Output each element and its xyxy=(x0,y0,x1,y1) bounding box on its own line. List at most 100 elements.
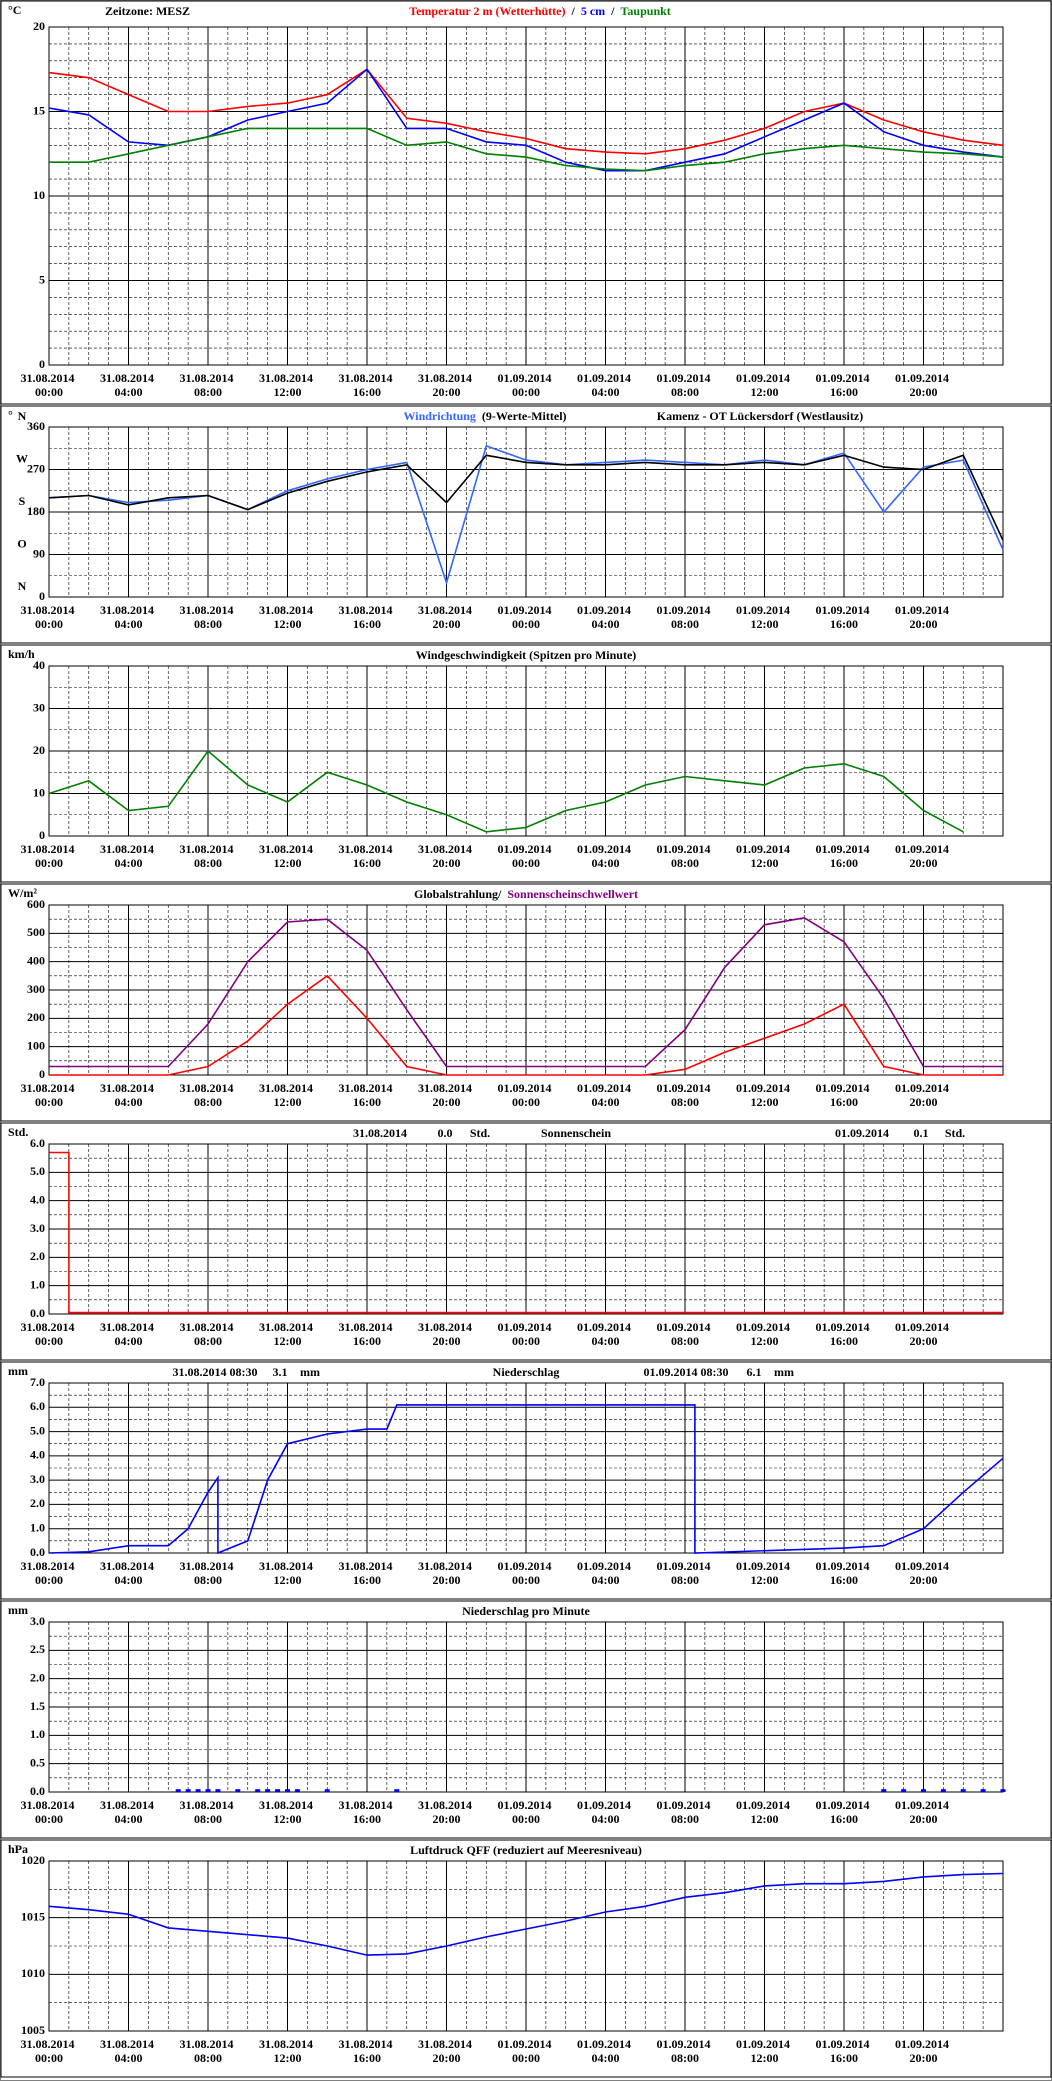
x-tick-label: 01.09.2014 12:00 xyxy=(736,1320,793,1348)
x-tick-label: 31.08.2014 00:00 xyxy=(21,842,78,870)
bar xyxy=(960,1789,966,1792)
x-tick-label: 01.09.2014 16:00 xyxy=(816,603,873,631)
series-line xyxy=(49,1151,1003,1314)
x-tick-label-line: 01.09.2014 xyxy=(816,371,873,385)
x-tick-label-line: 01.09.2014 xyxy=(816,1081,873,1095)
header-part: Taupunkt xyxy=(621,4,671,18)
x-tick-label: 31.08.2014 04:00 xyxy=(100,1320,157,1348)
compass-label: W xyxy=(16,451,28,465)
bar xyxy=(215,1789,221,1792)
y-tick-label: 5.0 xyxy=(30,1423,45,1437)
x-tick-label-line: 31.08.2014 xyxy=(21,371,78,385)
x-tick-label-line: 01.09.2014 xyxy=(498,842,555,856)
x-tick-label-line: 04:00 xyxy=(115,2051,143,2065)
panel xyxy=(0,1839,1052,2078)
x-tick-label-line: 20:00 xyxy=(910,1812,938,1826)
x-tick-label-line: 31.08.2014 xyxy=(339,2037,396,2051)
y-tick-label: 180 xyxy=(27,504,45,518)
x-tick-label-line: 01.09.2014 xyxy=(498,2037,555,2051)
x-tick-label: 31.08.2014 08:00 xyxy=(180,842,237,870)
x-tick-label: 01.09.2014 08:00 xyxy=(657,371,714,399)
chart-header: Windrichtung (9-Werte-Mittel) xyxy=(403,409,566,423)
y-tick-label: 2.0 xyxy=(30,1496,45,1510)
daily-date: 01.09.2014 xyxy=(835,1126,889,1140)
x-tick-label-line: 12:00 xyxy=(274,1573,302,1587)
x-tick-label-line: 00:00 xyxy=(35,1573,63,1587)
x-tick-label-line: 01.09.2014 xyxy=(895,842,952,856)
x-tick-label-line: 20:00 xyxy=(910,385,938,399)
x-tick-label: 31.08.2014 04:00 xyxy=(100,603,157,631)
x-tick-label: 01.09.2014 00:00 xyxy=(498,842,555,870)
x-tick-label-line: 31.08.2014 xyxy=(259,2037,316,2051)
x-tick-label-line: 16:00 xyxy=(353,385,381,399)
x-tick-label: 31.08.2014 00:00 xyxy=(21,1081,78,1109)
y-tick-label: 90 xyxy=(33,546,45,560)
x-tick-label-line: 08:00 xyxy=(194,1334,222,1348)
y-tick-label: 0.5 xyxy=(30,1755,45,1769)
x-tick-label-line: 31.08.2014 xyxy=(180,1559,237,1573)
x-tick-label-line: 31.08.2014 xyxy=(339,1081,396,1095)
y-tick-label: 300 xyxy=(27,982,45,996)
x-tick-label-line: 01.09.2014 xyxy=(736,1320,793,1334)
x-tick-label-line: 31.08.2014 xyxy=(180,2037,237,2051)
x-tick-label-line: 31.08.2014 xyxy=(180,842,237,856)
x-tick-label: 31.08.2014 04:00 xyxy=(100,1081,157,1109)
x-tick-label-line: 04:00 xyxy=(592,385,620,399)
header-part: Niederschlag pro Minute xyxy=(462,1604,590,1618)
x-tick-label-line: 04:00 xyxy=(115,385,143,399)
x-tick-label-line: 08:00 xyxy=(194,1573,222,1587)
x-tick-label-line: 00:00 xyxy=(35,2051,63,2065)
chart-header: Niederschlag xyxy=(493,1365,560,1379)
x-tick-label-line: 31.08.2014 xyxy=(339,842,396,856)
x-tick-label-line: 16:00 xyxy=(353,2051,381,2065)
bar xyxy=(394,1789,400,1792)
x-tick-label-line: 01.09.2014 xyxy=(895,1559,952,1573)
x-tick-label-line: 01.09.2014 xyxy=(736,603,793,617)
daily-unit: mm xyxy=(300,1365,320,1379)
x-tick-label: 31.08.2014 16:00 xyxy=(339,1798,396,1826)
compass-label: O xyxy=(17,536,26,550)
x-tick-label: 31.08.2014 16:00 xyxy=(339,1081,396,1109)
y-tick-label: 10 xyxy=(33,188,45,202)
x-tick-label: 31.08.2014 20:00 xyxy=(418,1559,475,1587)
x-tick-label-line: 08:00 xyxy=(194,1095,222,1109)
x-tick-label: 01.09.2014 04:00 xyxy=(577,1559,634,1587)
x-tick-label-line: 31.08.2014 xyxy=(259,1559,316,1573)
y-tick-label: 1.0 xyxy=(30,1727,45,1741)
x-tick-label-line: 01.09.2014 xyxy=(657,842,714,856)
x-tick-label: 31.08.2014 16:00 xyxy=(339,1559,396,1587)
unit-label: mm xyxy=(8,1603,28,1617)
x-tick-label-line: 16:00 xyxy=(830,2051,858,2065)
x-tick-label-line: 12:00 xyxy=(751,2051,779,2065)
x-tick-label-line: 31.08.2014 xyxy=(259,1320,316,1334)
x-tick-label-line: 31.08.2014 xyxy=(100,842,157,856)
x-tick-label-line: 12:00 xyxy=(751,856,779,870)
x-tick-label-line: 08:00 xyxy=(671,1095,699,1109)
bar xyxy=(881,1789,887,1792)
unit-label: mm xyxy=(8,1364,28,1378)
x-tick-label-line: 04:00 xyxy=(115,1334,143,1348)
x-tick-label-line: 31.08.2014 xyxy=(100,371,157,385)
x-tick-label: 31.08.2014 16:00 xyxy=(339,603,396,631)
y-tick-label: 0.0 xyxy=(30,1545,45,1559)
x-tick-label: 01.09.2014 16:00 xyxy=(816,1559,873,1587)
x-tick-label-line: 08:00 xyxy=(671,385,699,399)
x-tick-label-line: 31.08.2014 xyxy=(21,1081,78,1095)
x-tick-label-line: 16:00 xyxy=(353,856,381,870)
x-tick-label-line: 01.09.2014 xyxy=(657,2037,714,2051)
x-tick-label-line: 16:00 xyxy=(353,1573,381,1587)
x-tick-label-line: 01.09.2014 xyxy=(657,1798,714,1812)
bar xyxy=(285,1789,290,1792)
y-tick-label: 2.0 xyxy=(30,1249,45,1263)
x-tick-label-line: 01.09.2014 xyxy=(577,603,634,617)
x-tick-label: 01.09.2014 20:00 xyxy=(895,842,952,870)
x-tick-label-line: 00:00 xyxy=(512,1095,540,1109)
x-tick-label: 01.09.2014 20:00 xyxy=(895,1081,952,1109)
x-tick-label-line: 01.09.2014 xyxy=(736,1559,793,1573)
chart-header: Luftdruck QFF (reduziert auf Meeresnivea… xyxy=(410,1843,642,1857)
x-tick-label: 31.08.2014 16:00 xyxy=(339,2037,396,2065)
x-tick-label: 31.08.2014 16:00 xyxy=(339,842,396,870)
y-tick-label: 1.0 xyxy=(30,1277,45,1291)
x-tick-label-line: 12:00 xyxy=(751,1334,779,1348)
x-tick-label-line: 20:00 xyxy=(433,1095,461,1109)
